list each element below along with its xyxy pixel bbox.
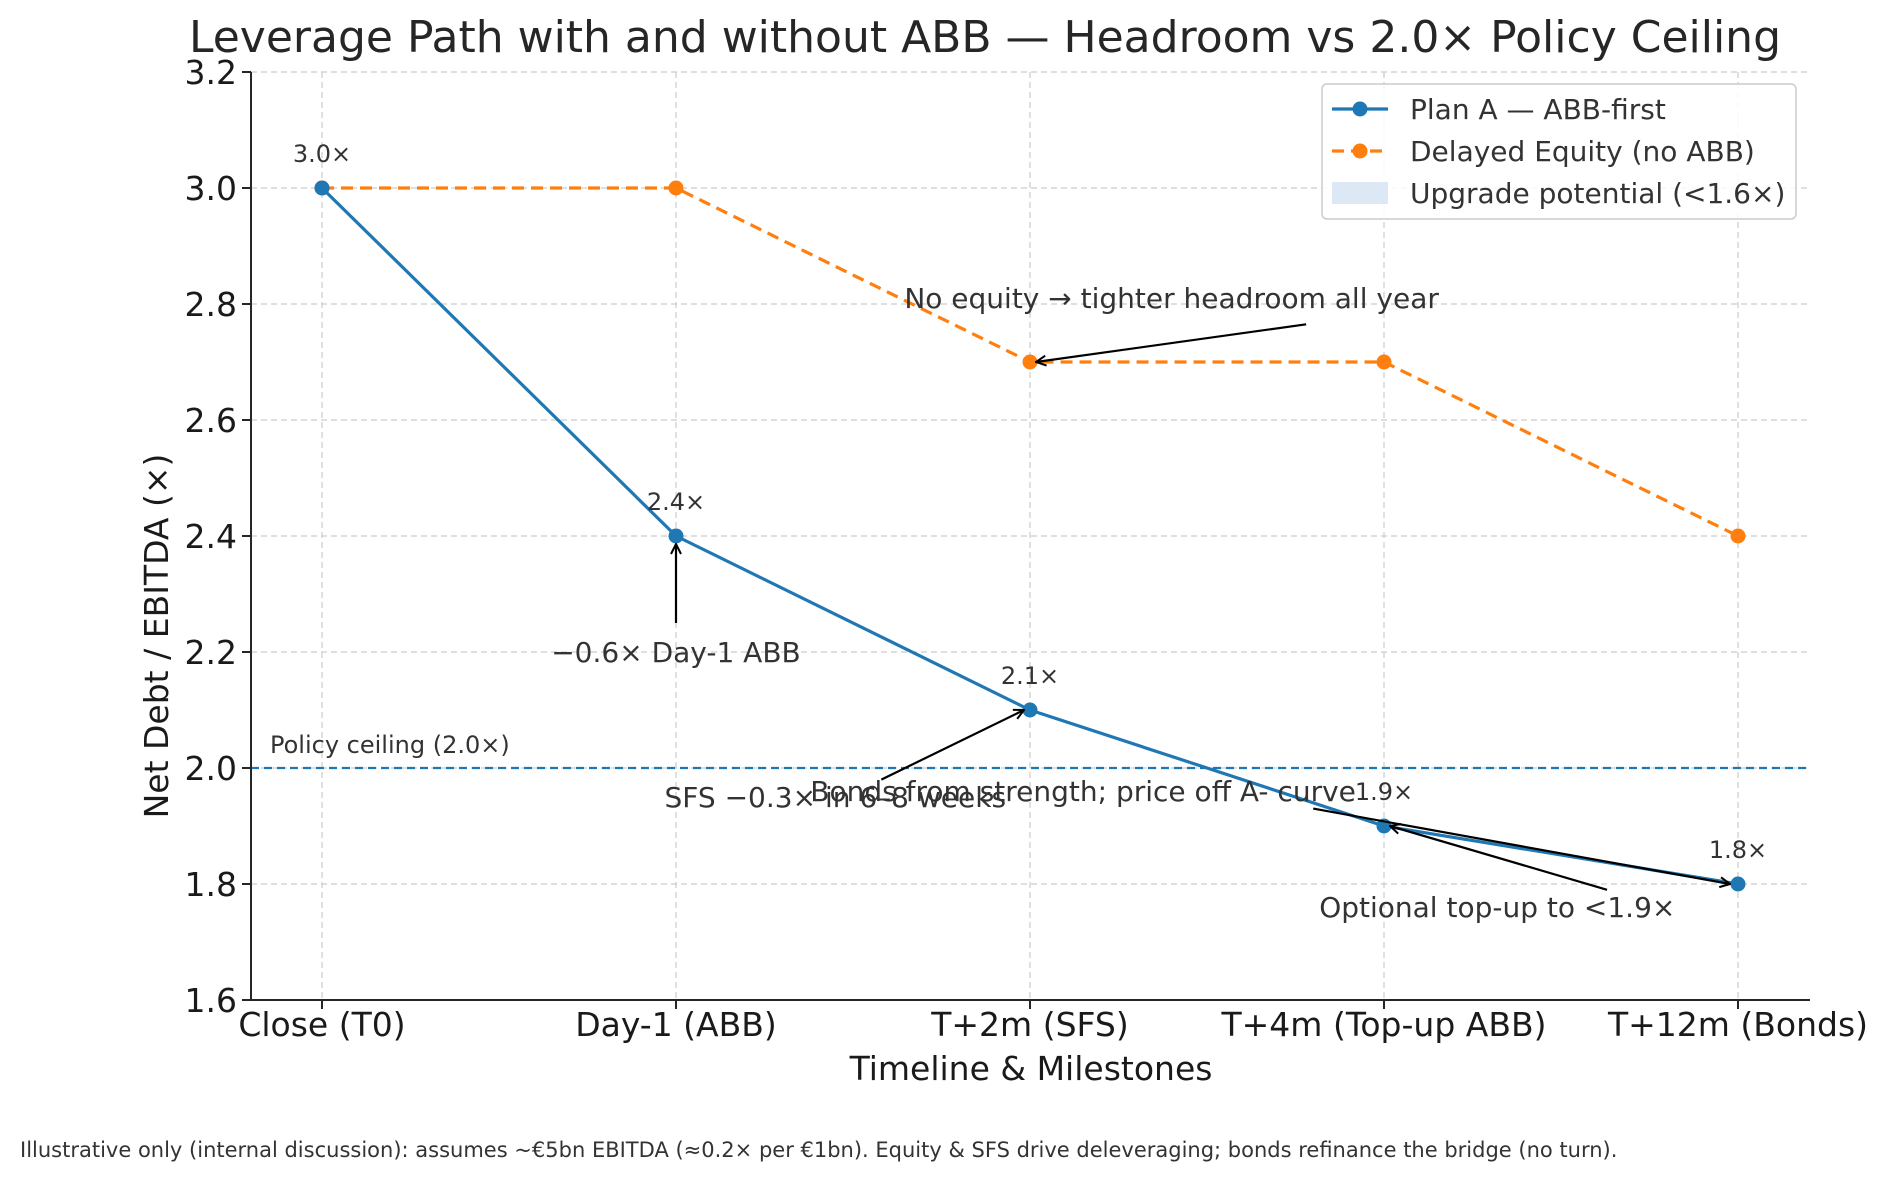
x-axis-label: Timeline & Milestones: [849, 1049, 1213, 1088]
x-tick-label: T+12m (Bonds): [1607, 1005, 1868, 1044]
policy-ceiling-label: Policy ceiling (2.0×): [270, 731, 510, 759]
annotation-text: Bonds from strength; price off A- curve: [810, 775, 1356, 808]
y-tick-label: 1.6: [185, 981, 237, 1020]
plan-a-point: [1730, 876, 1746, 892]
plan-a-point-label: 3.0×: [293, 140, 351, 168]
y-axis-label: Net Debt / EBITDA (×): [137, 454, 176, 819]
legend-item-upgrade-potential: Upgrade potential (<1.6×): [1332, 177, 1785, 210]
legend-label: Upgrade potential (<1.6×): [1410, 177, 1785, 210]
annotation-arrow: [1313, 807, 1730, 884]
plan-a-point-label: 1.9×: [1355, 778, 1413, 806]
y-tick-label: 1.8: [185, 865, 237, 904]
delayed-equity-point: [668, 180, 684, 196]
plan-a-point-label: 2.1×: [1001, 662, 1059, 690]
plan-a-point-label: 2.4×: [647, 488, 705, 516]
plan-a-point: [314, 180, 330, 196]
x-tick-label: T+2m (SFS): [930, 1005, 1128, 1044]
annotation-arrow: [1036, 323, 1307, 362]
annotation-arrow: [1390, 826, 1608, 891]
annotation-text: No equity → tighter headroom all year: [904, 282, 1439, 315]
chart-title: Leverage Path with and without ABB — Hea…: [189, 12, 1781, 63]
plan-a-point: [1022, 702, 1038, 718]
legend-box: [1321, 83, 1797, 220]
legend-marker: [1352, 143, 1368, 159]
x-tick-label: Day-1 (ABB): [575, 1005, 777, 1044]
legend-swatch: [1332, 182, 1388, 204]
legend-item-plan-a: Plan A — ABB-first: [1332, 93, 1666, 126]
legend-label: Plan A — ABB-first: [1410, 93, 1666, 126]
legend-marker: [1352, 101, 1368, 117]
y-tick-label: 2.4: [185, 517, 237, 556]
annotation-arrow: [880, 710, 1024, 781]
x-tick-label: T+4m (Top-up ABB): [1221, 1005, 1547, 1044]
y-tick-label: 2.8: [185, 285, 237, 324]
y-tick-label: 3.2: [185, 53, 237, 92]
legend-item-delayed-equity: Delayed Equity (no ABB): [1332, 135, 1755, 168]
delayed-equity-point: [1376, 354, 1392, 370]
y-tick-label: 2.6: [185, 401, 237, 440]
annotation-text: −0.6× Day-1 ABB: [551, 636, 801, 669]
y-tick-label: 2.2: [185, 633, 237, 672]
legend-label: Delayed Equity (no ABB): [1410, 135, 1755, 168]
delayed-equity-point: [1022, 354, 1038, 370]
annotation-text: Optional top-up to <1.9×: [1319, 891, 1675, 924]
y-tick-label: 3.0: [185, 169, 237, 208]
annotation-text: SFS −0.3× in 6–8 weeks: [665, 781, 1007, 814]
y-tick-label: 2.0: [185, 749, 237, 788]
x-tick-label: Close (T0): [238, 1005, 405, 1044]
plan-a-point: [668, 528, 684, 544]
delayed-equity-point: [1730, 528, 1746, 544]
plan-a-point-label: 1.8×: [1709, 836, 1767, 864]
footnote: Illustrative only (internal discussion):…: [20, 1138, 1617, 1162]
